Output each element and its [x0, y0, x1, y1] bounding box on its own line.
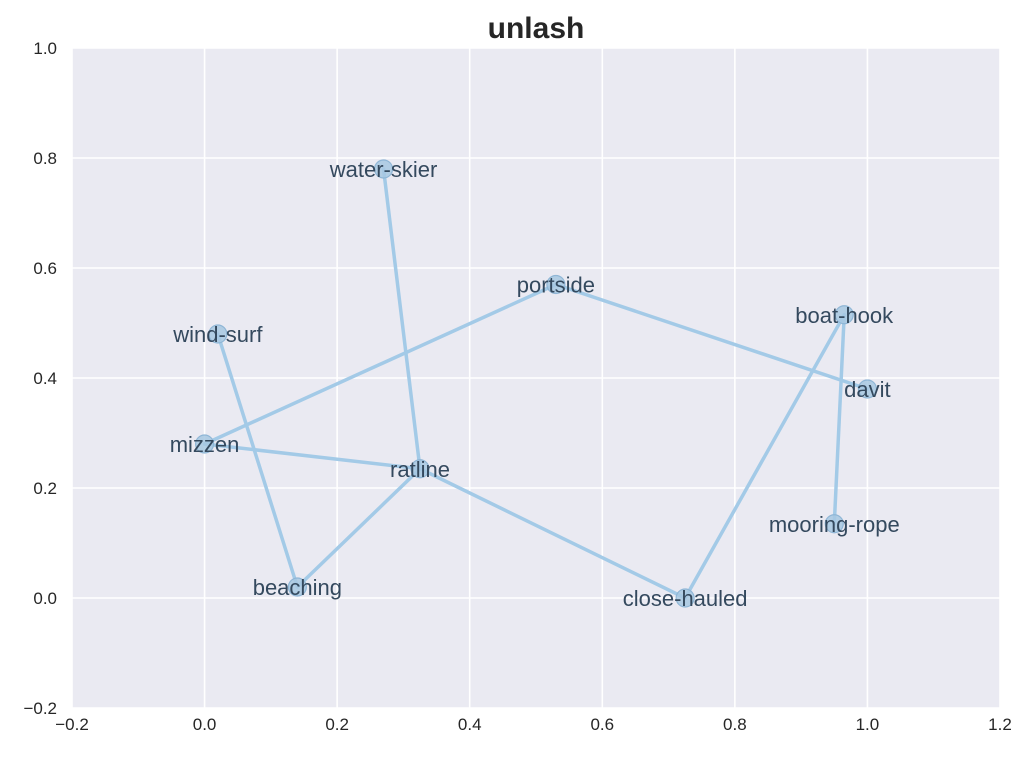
- x-tick-label: 1.2: [988, 715, 1012, 734]
- node-label-ratline: ratline: [390, 457, 450, 482]
- y-tick-label: 0.8: [33, 149, 57, 168]
- edge-ratline-close-hauled: [418, 467, 687, 600]
- node-boat-hook: [834, 305, 854, 325]
- edge-ratline-beaching: [295, 467, 422, 589]
- node-label-beaching: beaching: [253, 575, 342, 600]
- edge-water-skier-ratline: [381, 167, 422, 471]
- grid: [71, 47, 1001, 709]
- node-label-mizzen: mizzen: [170, 432, 240, 457]
- edge-portside-davit: [554, 282, 870, 391]
- x-tick-label: −0.2: [55, 715, 89, 734]
- node-water-skier: [373, 159, 394, 179]
- x-tick-label: 0.4: [458, 715, 482, 734]
- node-label-boat-hook: boat-hook: [795, 303, 894, 328]
- node-label-davit: davit: [844, 377, 890, 402]
- node-label-mooring-rope: mooring-rope: [769, 512, 900, 537]
- node-labels: water-skier portside boat-hook wind-surf dav…: [170, 157, 900, 611]
- x-tick-label: 1.0: [856, 715, 880, 734]
- edge-boat-hook-close-hauled: [683, 313, 846, 600]
- edge-portside-mizzen: [202, 282, 558, 446]
- node-ratline: [410, 459, 430, 479]
- nodes: [194, 159, 878, 608]
- x-axis-ticks: −0.2 0.0 0.2 0.4 0.6 0.8 1.0 1.2: [55, 715, 1012, 734]
- y-tick-label: 0.0: [33, 589, 57, 608]
- x-tick-label: 0.2: [325, 715, 349, 734]
- node-mizzen: [194, 434, 215, 454]
- y-tick-label: −0.2: [23, 699, 57, 718]
- y-tick-label: 0.2: [33, 479, 57, 498]
- y-tick-label: 1.0: [33, 39, 57, 58]
- edge-mizzen-ratline: [202, 442, 422, 471]
- chart-title: unlash: [488, 12, 585, 45]
- edges: [202, 167, 870, 600]
- x-tick-label: 0.0: [193, 715, 217, 734]
- node-mooring-rope: [824, 514, 844, 534]
- node-davit: [857, 379, 878, 399]
- y-tick-label: 0.6: [33, 259, 57, 278]
- node-label-close-hauled: close-hauled: [623, 586, 748, 611]
- y-axis-ticks: −0.2 0.0 0.2 0.4 0.6 0.8 1.0: [23, 39, 57, 718]
- node-portside: [546, 274, 566, 295]
- node-label-wind-surf: wind-surf: [172, 322, 263, 347]
- edge-wind-surf-beaching: [216, 332, 300, 589]
- node-beaching: [287, 577, 307, 597]
- edge-boat-hook-mooring-rope: [832, 313, 846, 526]
- node-wind-surf: [208, 324, 228, 344]
- y-tick-label: 0.4: [33, 369, 57, 388]
- node-label-portside: portside: [517, 273, 595, 298]
- node-close-hauled: [675, 588, 695, 608]
- node-label-water-skier: water-skier: [329, 157, 438, 182]
- x-tick-label: 0.8: [723, 715, 747, 734]
- x-tick-label: 0.6: [590, 715, 614, 734]
